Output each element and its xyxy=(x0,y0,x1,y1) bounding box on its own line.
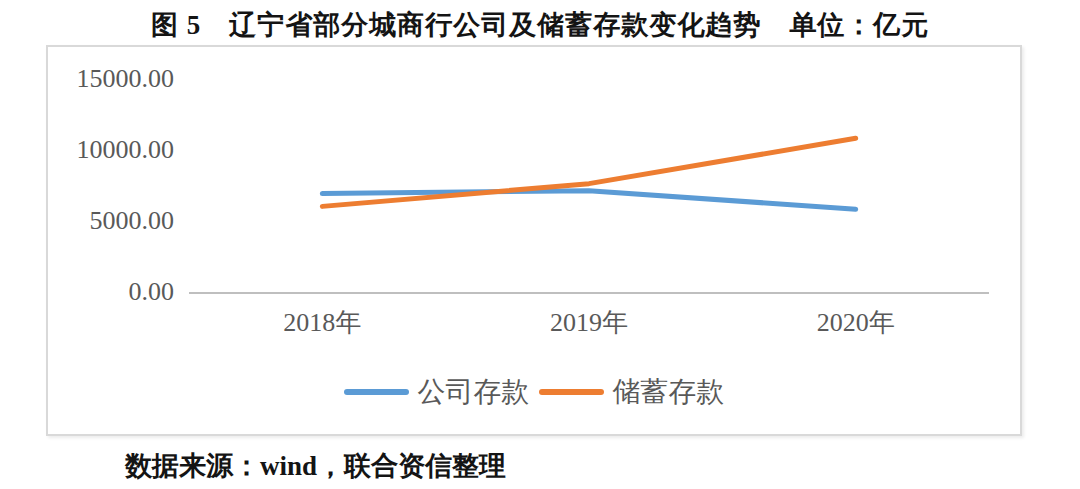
x-axis-category-label: 2020年 xyxy=(817,305,895,340)
figure-title: 图 5 辽宁省部分城商行公司及储蓄存款变化趋势 单位：亿元 xyxy=(0,7,1080,43)
legend-label: 储蓄存款 xyxy=(613,373,725,411)
legend-item: 储蓄存款 xyxy=(539,373,725,411)
legend-line-swatch xyxy=(344,389,409,395)
legend: 公司存款 储蓄存款 xyxy=(48,373,1020,411)
x-axis-line xyxy=(189,292,989,294)
x-axis-category-label: 2019年 xyxy=(550,305,628,340)
legend-item: 公司存款 xyxy=(344,373,530,411)
chart-area: 15000.0010000.005000.000.00 2018年2019年20… xyxy=(46,45,1022,436)
legend-line-swatch xyxy=(539,389,604,395)
x-axis-category-label: 2018年 xyxy=(283,305,361,340)
source-note: 数据来源：wind，联合资信整理 xyxy=(125,448,506,484)
series-line-1 xyxy=(322,138,855,206)
legend-label: 公司存款 xyxy=(418,373,530,411)
